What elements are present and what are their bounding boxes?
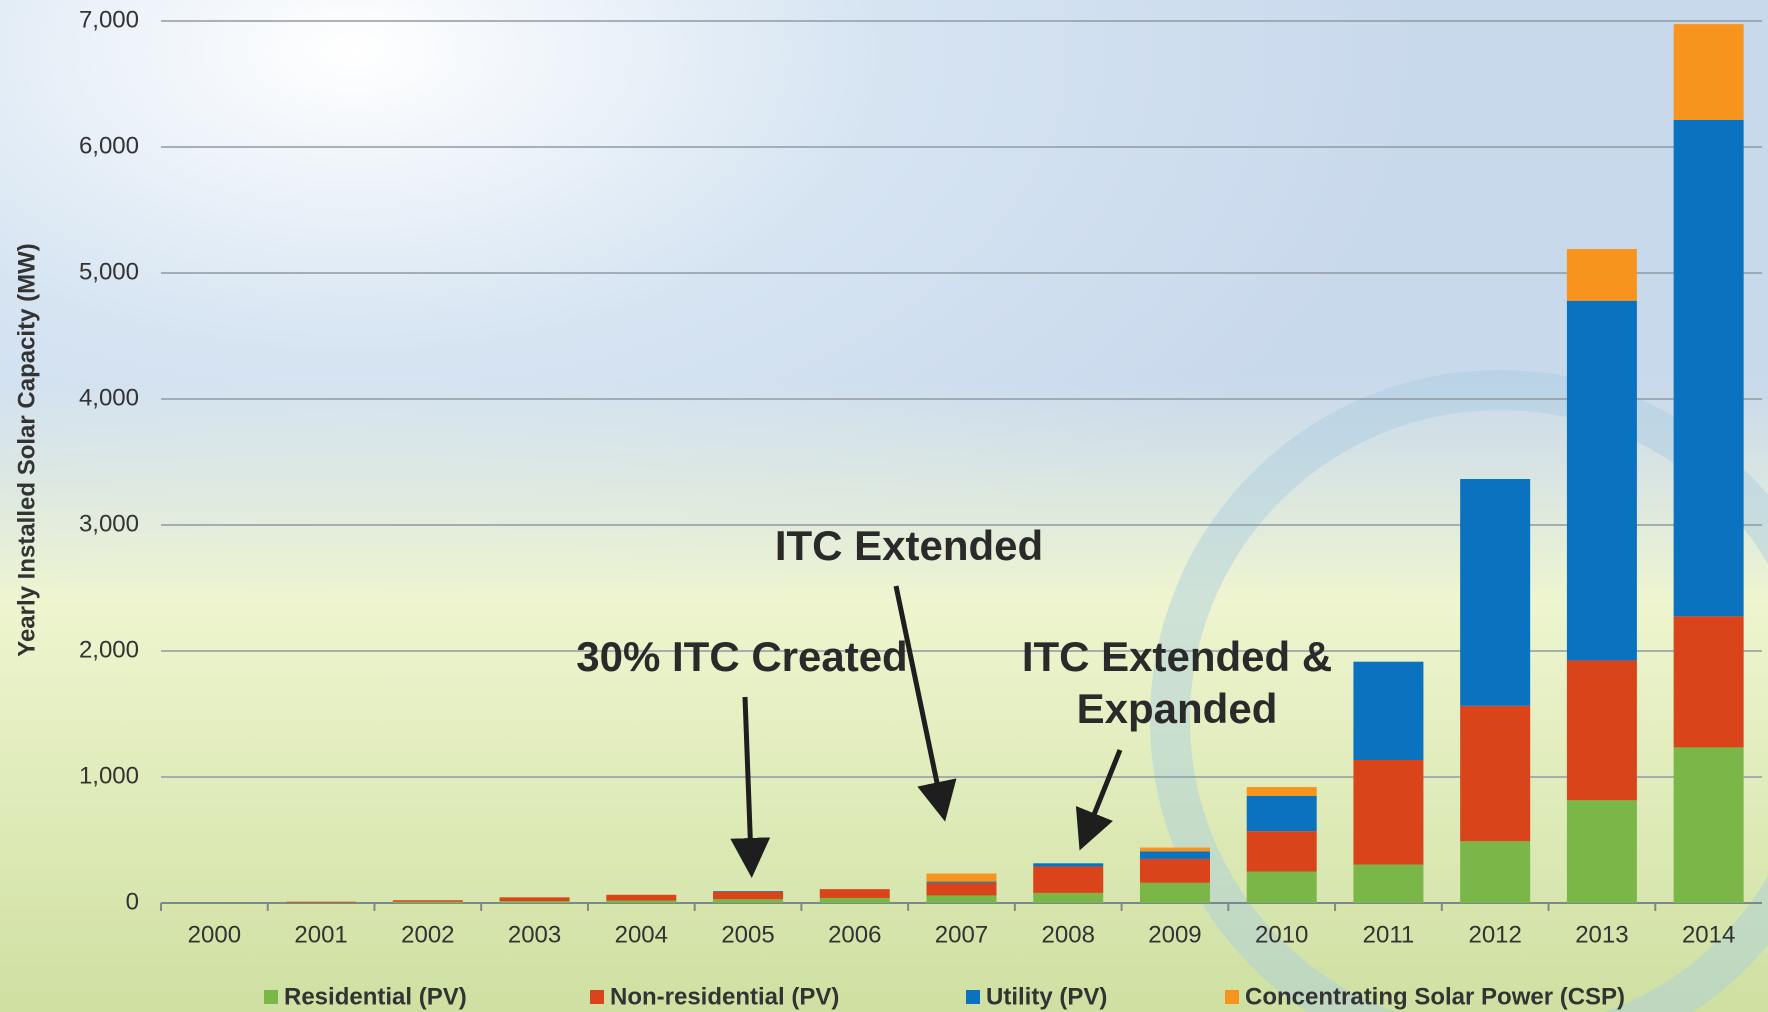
legend-label: Residential (PV) bbox=[284, 983, 467, 1010]
bar-segment bbox=[926, 873, 997, 882]
bar-segment bbox=[606, 894, 677, 901]
x-tick-label: 2013 bbox=[1575, 921, 1628, 948]
annotation: ITC Extended bbox=[775, 522, 1043, 569]
bar-segment bbox=[1033, 866, 1104, 893]
bar-segment bbox=[1566, 800, 1637, 903]
bar-segment bbox=[1566, 660, 1637, 801]
x-tick-label: 2007 bbox=[935, 921, 988, 948]
x-tick-label: 2000 bbox=[188, 921, 241, 948]
bar-segment bbox=[1139, 882, 1210, 903]
x-tick-label: 2012 bbox=[1468, 921, 1521, 948]
bar-segment bbox=[1566, 300, 1637, 661]
bar-segment bbox=[819, 889, 890, 898]
bars bbox=[286, 24, 1744, 903]
y-tick-label: 5,000 bbox=[79, 258, 139, 285]
bar-segment bbox=[713, 891, 784, 892]
bar-segment bbox=[1673, 24, 1744, 120]
bar-segment bbox=[1460, 705, 1531, 842]
bar-segment bbox=[1353, 661, 1424, 760]
y-tick-label: 2,000 bbox=[79, 636, 139, 663]
bar-segment bbox=[499, 897, 570, 902]
x-tick-label: 2004 bbox=[615, 921, 668, 948]
y-tick-label: 6,000 bbox=[79, 132, 139, 159]
bar-segment bbox=[1353, 759, 1424, 865]
bar-segment bbox=[1246, 795, 1317, 832]
x-tick-label: 2005 bbox=[721, 921, 774, 948]
x-tick-label: 2008 bbox=[1042, 921, 1095, 948]
bar-segment bbox=[926, 882, 997, 896]
bar-segment bbox=[1460, 479, 1531, 706]
bar-segment bbox=[819, 897, 890, 903]
legend-swatch bbox=[1225, 990, 1239, 1004]
bar-segment bbox=[1033, 863, 1104, 867]
y-tick-label: 3,000 bbox=[79, 510, 139, 537]
bar-segment bbox=[1139, 858, 1210, 883]
bar-segment bbox=[1246, 787, 1317, 796]
bar-segment bbox=[1673, 747, 1744, 903]
legend-label: Utility (PV) bbox=[986, 983, 1107, 1010]
arrow bbox=[730, 696, 771, 878]
decor-ring bbox=[1150, 370, 1768, 1012]
bar-segment bbox=[1139, 847, 1210, 852]
annotation: Expanded bbox=[1077, 685, 1278, 732]
labels: 0 1,000 2,000 3,000 4,000 5,000 6,000 7,000 2000… bbox=[79, 6, 1735, 948]
arrow bbox=[1075, 749, 1123, 851]
bar-segment bbox=[1566, 249, 1637, 301]
x-tick-label: 2001 bbox=[294, 921, 347, 948]
bar-segment bbox=[1460, 841, 1531, 903]
bar-segment bbox=[392, 900, 463, 902]
x-tick-label: 2011 bbox=[1363, 921, 1415, 948]
bar-segment bbox=[499, 901, 570, 903]
legend-label: Non-residential (PV) bbox=[610, 983, 839, 1010]
bar-segment bbox=[392, 901, 463, 903]
bar-segment bbox=[1673, 616, 1744, 748]
arrow bbox=[893, 585, 957, 822]
y-tick-label: 7,000 bbox=[79, 6, 139, 33]
bar-segment bbox=[286, 901, 357, 903]
legend-swatch bbox=[264, 990, 278, 1004]
bar-segment bbox=[926, 895, 997, 903]
y-tick-label: 1,000 bbox=[79, 762, 139, 789]
bar-segment bbox=[1139, 851, 1210, 859]
legend-swatch bbox=[966, 990, 980, 1004]
annotation: 30% ITC Created bbox=[576, 633, 907, 680]
bar-segment bbox=[926, 881, 997, 883]
x-tick-label: 2003 bbox=[508, 921, 561, 948]
x-tick-label: 2010 bbox=[1255, 921, 1308, 948]
legend: Residential (PV) Non-residential (PV) Util… bbox=[264, 983, 1625, 1010]
y-axis-label: Yearly Installed Solar Capacity (MW) bbox=[13, 243, 40, 656]
legend-label: Concentrating Solar Power (CSP) bbox=[1245, 983, 1625, 1010]
bar-segment bbox=[713, 891, 784, 900]
x-tick-label: 2002 bbox=[401, 921, 454, 948]
bar-segment bbox=[606, 900, 677, 903]
bar-segment bbox=[1246, 871, 1317, 903]
y-tick-label: 4,000 bbox=[79, 384, 139, 411]
bar-segment bbox=[1246, 831, 1317, 872]
y-tick-label: 0 bbox=[126, 888, 139, 915]
legend-swatch bbox=[590, 990, 604, 1004]
bar-segment bbox=[1033, 892, 1104, 903]
annotation: ITC Extended & bbox=[1022, 633, 1332, 680]
x-tick-label: 2006 bbox=[828, 921, 881, 948]
bar-segment bbox=[713, 899, 784, 903]
x-tick-label: 2009 bbox=[1148, 921, 1201, 948]
bar-segment bbox=[1353, 864, 1424, 903]
bar-segment bbox=[1673, 119, 1744, 617]
x-tick-label: 2014 bbox=[1682, 921, 1735, 948]
